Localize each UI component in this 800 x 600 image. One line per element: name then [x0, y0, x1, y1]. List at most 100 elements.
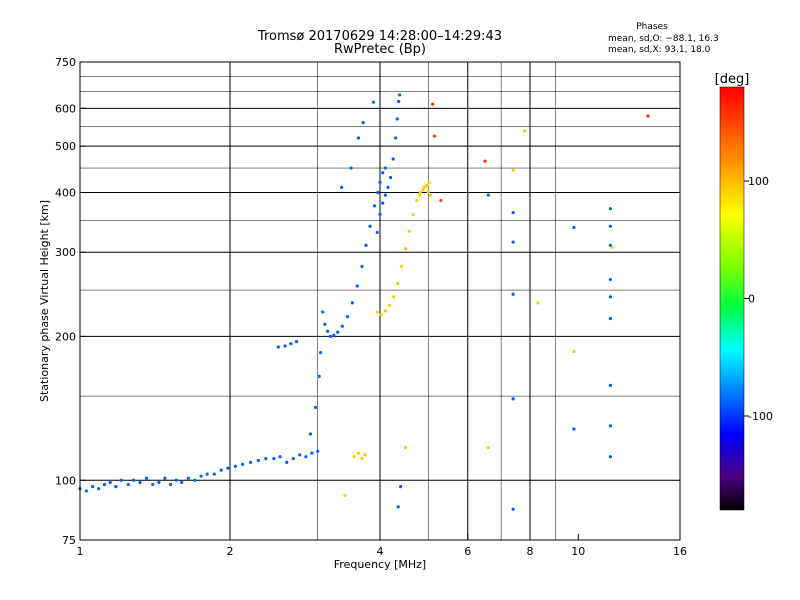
data-point: [97, 487, 101, 491]
data-point: [119, 478, 123, 482]
data-point: [316, 449, 320, 453]
data-point: [317, 374, 321, 378]
data-point: [174, 478, 178, 482]
data-point: [522, 129, 527, 133]
data-point: [391, 157, 395, 161]
data-point: [396, 505, 400, 509]
data-point: [646, 114, 650, 118]
data-point: [102, 482, 107, 487]
data-point: [361, 121, 365, 125]
stats-o-mode: mean, sd,O: −88.1, 16.3: [608, 34, 719, 44]
data-point: [421, 188, 425, 192]
data-point: [424, 184, 428, 188]
data-point: [298, 453, 302, 457]
data-point: [536, 301, 540, 305]
y-axis-label: Stationary phase Virtual Height [km]: [38, 200, 51, 402]
y-tick-label: 300: [55, 246, 76, 259]
data-point: [169, 482, 173, 487]
data-point: [608, 207, 613, 211]
y-tick-label: 100: [55, 474, 76, 487]
data-point: [511, 292, 515, 296]
data-point: [486, 446, 490, 450]
data-point: [428, 193, 433, 197]
data-point: [415, 198, 419, 203]
data-point: [378, 180, 382, 184]
chart-title: Tromsø 20170629 14:28:00–14:29:43: [257, 29, 502, 44]
data-point: [572, 349, 576, 354]
y-tick-label: 200: [55, 330, 76, 343]
data-point: [399, 485, 403, 489]
data-point: [352, 455, 356, 459]
data-point: [388, 175, 393, 180]
data-point: [205, 472, 209, 476]
data-point: [199, 474, 203, 478]
x-tick-label: 1: [77, 545, 84, 558]
x-tick-label: 10: [571, 545, 585, 558]
data-point: [511, 240, 515, 244]
data-point: [372, 204, 377, 208]
data-point: [323, 322, 327, 326]
data-point: [283, 344, 287, 348]
chart-subtitle: RwPretec (Bp): [334, 42, 426, 57]
data-point: [186, 476, 190, 480]
data-point: [126, 482, 130, 487]
plot-frame: [79, 61, 681, 541]
data-point: [433, 134, 437, 138]
data-point: [426, 189, 430, 194]
data-point: [276, 345, 280, 349]
grid-lines: [80, 62, 680, 540]
data-point: [241, 462, 245, 466]
data-point: [157, 480, 161, 484]
data-point: [411, 212, 415, 216]
data-point: [381, 201, 385, 205]
data-point: [608, 424, 613, 428]
axis-ticks: 1 2 4 6 8 10 16 75 100 200 300 400 500 600 750: [55, 56, 687, 558]
data-point: [355, 284, 359, 288]
y-tick-label: 600: [55, 102, 76, 115]
x-tick-label: 4: [377, 545, 384, 558]
y-tick-label: 750: [55, 56, 76, 69]
colorbar-ticks: 100 0 -100: [744, 175, 773, 423]
data-point: [396, 281, 400, 286]
data-point: [360, 264, 364, 269]
data-point: [256, 458, 260, 463]
data-point: [336, 330, 340, 334]
data-point: [403, 247, 408, 251]
data-point: [608, 383, 613, 387]
data-point: [356, 136, 360, 140]
data-point: [226, 466, 230, 470]
data-point: [486, 193, 490, 197]
data-point: [395, 117, 399, 121]
data-point: [383, 166, 387, 170]
data-point: [108, 480, 112, 484]
data-point: [332, 333, 336, 337]
data-point: [364, 243, 368, 248]
data-point: [608, 277, 613, 282]
data-point: [398, 93, 402, 97]
data-point: [285, 460, 289, 464]
data-point: [608, 224, 613, 228]
data-point: [371, 100, 376, 104]
data-point: [403, 446, 408, 450]
stats-header: Phases: [636, 22, 668, 32]
data-point: [294, 340, 299, 344]
data-point: [418, 190, 422, 195]
data-point: [350, 301, 354, 305]
data-point: [608, 455, 613, 459]
data-point: [511, 168, 515, 172]
data-point: [91, 485, 95, 489]
data-point: [319, 350, 323, 355]
data-point: [349, 166, 353, 170]
data-point: [328, 334, 332, 338]
data-point: [219, 468, 223, 472]
data-point: [321, 310, 325, 314]
data-point: [383, 193, 387, 197]
data-point: [340, 324, 344, 328]
colorbar-label: [deg]: [715, 72, 750, 87]
data-point: [610, 245, 614, 250]
data-point: [138, 480, 142, 484]
data-point: [114, 485, 118, 489]
data-point: [386, 185, 390, 189]
data-point: [368, 224, 372, 228]
